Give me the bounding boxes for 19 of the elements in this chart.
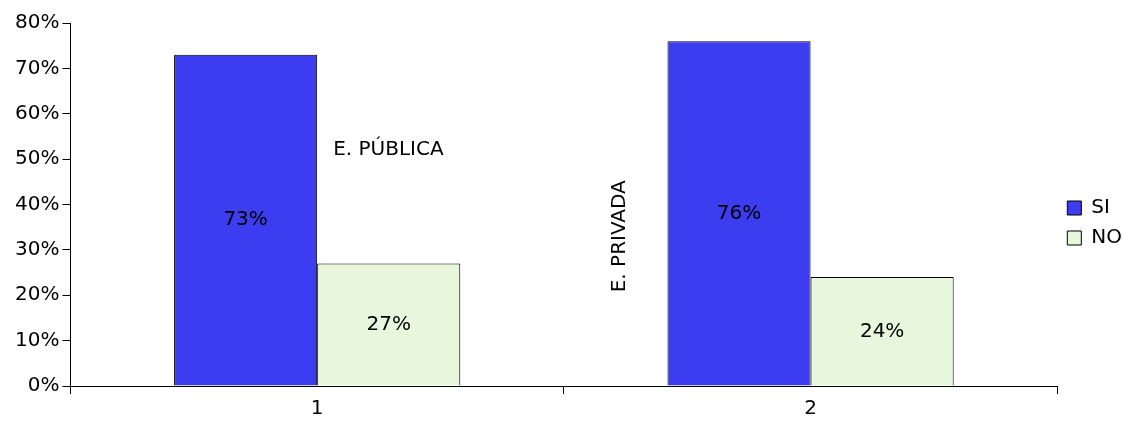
y-tick-label: 40% [15,190,60,215]
data-label: 27% [366,310,411,335]
y-tick-label: 10% [15,326,60,351]
y-tick-label: 50% [15,145,60,170]
annotation: E. PRIVADA [605,179,630,293]
y-tick-label: 30% [15,236,60,261]
legend-label: NO [1091,224,1122,249]
y-tick-label: 80% [15,9,60,34]
data-label: 76% [716,199,762,224]
data-label: 24% [859,317,905,342]
annotation: E. PÚBLICA [333,136,444,161]
y-tick-label: 0% [27,372,60,397]
y-tick-label: 60% [15,99,60,124]
y-tick-label: 20% [15,281,60,306]
x-tick-label: 1 [310,395,324,420]
y-tick-label: 70% [15,54,60,79]
x-tick-label: 2 [804,395,817,420]
legend-label: SI [1091,194,1110,219]
data-label: 73% [223,206,268,231]
